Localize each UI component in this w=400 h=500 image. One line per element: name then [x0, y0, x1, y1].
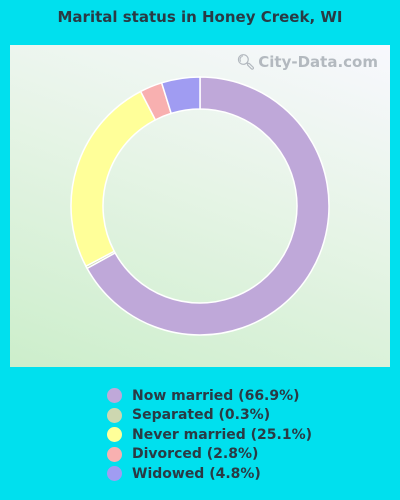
legend-item-now-married: Now married (66.9%): [107, 386, 312, 406]
donut-slice-never-married: [70, 90, 157, 268]
legend-swatch: [107, 388, 122, 404]
search-icon: 🔍︎: [236, 53, 256, 71]
legend-label: Never married (25.1%): [132, 426, 313, 443]
legend-swatch: [107, 446, 122, 462]
donut-chart: [70, 76, 330, 336]
plot-area: 🔍︎ City-Data.com: [10, 45, 390, 367]
legend-item-divorced: Divorced (2.8%): [107, 445, 312, 465]
legend-item-separated: Separated (0.3%): [107, 406, 312, 426]
legend-label: Separated (0.3%): [132, 407, 271, 424]
donut-slice-now-married: [86, 76, 330, 336]
watermark-text: City-Data.com: [258, 53, 378, 71]
legend-item-never-married: Never married (25.1%): [107, 425, 312, 445]
legend-label: Now married (66.9%): [132, 387, 300, 404]
legend-item-widowed: Widowed (4.8%): [107, 464, 312, 484]
legend: Now married (66.9%) Separated (0.3%) Nev…: [107, 386, 312, 484]
donut-slice-widowed: [160, 76, 201, 115]
legend-swatch: [107, 466, 122, 482]
chart-title: Marital status in Honey Creek, WI: [57, 8, 343, 26]
watermark: 🔍︎ City-Data.com: [236, 53, 378, 71]
legend-label: Widowed (4.8%): [132, 465, 261, 482]
legend-swatch: [107, 407, 122, 423]
legend-swatch: [107, 427, 122, 443]
legend-label: Divorced (2.8%): [132, 446, 259, 463]
